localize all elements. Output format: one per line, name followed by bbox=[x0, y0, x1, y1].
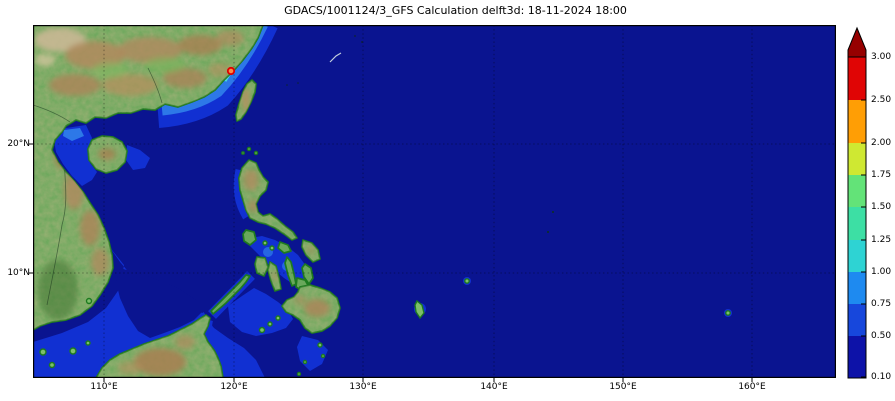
colorbar-segment bbox=[848, 272, 866, 304]
ryukyu-islands bbox=[329, 52, 342, 63]
colorbar-segment bbox=[848, 207, 866, 240]
leyte-island bbox=[301, 263, 314, 285]
lon-label-130e: 130°E bbox=[349, 382, 377, 392]
colorbar-label: 1.75 bbox=[871, 170, 892, 180]
colorbar-label: 1.50 bbox=[871, 202, 892, 212]
colorbar-label: 2.50 bbox=[871, 95, 892, 105]
colorbar-segment bbox=[848, 304, 866, 336]
colorbar-segment bbox=[848, 175, 866, 207]
colorbar-segment bbox=[848, 336, 866, 378]
lon-label-150e: 150°E bbox=[609, 382, 637, 392]
colorbar-segment bbox=[848, 100, 866, 143]
terrain-relief bbox=[34, 28, 330, 376]
cebu-island bbox=[284, 256, 297, 287]
graticule bbox=[33, 25, 836, 378]
colorbar-label: 2.00 bbox=[871, 138, 892, 148]
small-islands bbox=[39, 35, 731, 377]
lon-label-140e: 140°E bbox=[480, 382, 508, 392]
lon-label-110e: 110°E bbox=[90, 382, 118, 392]
map-canvas bbox=[33, 25, 836, 378]
cyclone-marker bbox=[226, 66, 236, 76]
colorbar-label: 1.25 bbox=[871, 235, 892, 245]
lon-label-120e: 120°E bbox=[220, 382, 248, 392]
masbate-island bbox=[277, 241, 292, 254]
colorbar-label: 1.00 bbox=[871, 267, 892, 277]
colorbar-ticks bbox=[861, 56, 866, 378]
colorbar-segment bbox=[848, 240, 866, 272]
lon-label-160e: 160°E bbox=[738, 382, 766, 392]
lat-label-20n: 20°N bbox=[7, 139, 30, 149]
lat-label-10n: 10°N bbox=[7, 268, 30, 278]
deep-basin-wedge bbox=[116, 268, 202, 338]
colorbar-outline bbox=[847, 56, 867, 379]
colorbar-segment bbox=[848, 57, 866, 100]
mindoro-island bbox=[242, 229, 257, 246]
colorbar-label: 0.10 bbox=[871, 372, 892, 382]
colorbar-label: 0.75 bbox=[871, 299, 892, 309]
colorbar-label: 0.50 bbox=[871, 331, 892, 341]
colorbar-segment bbox=[848, 143, 866, 175]
colorbar bbox=[847, 26, 867, 379]
colorbar-label: 3.00 bbox=[871, 52, 892, 62]
figure-title: GDACS/1001124/3_GFS Calculation delft3d:… bbox=[284, 4, 627, 17]
map-frame bbox=[33, 25, 836, 378]
colorbar-arrow bbox=[847, 26, 867, 58]
palawan-island bbox=[210, 274, 251, 315]
